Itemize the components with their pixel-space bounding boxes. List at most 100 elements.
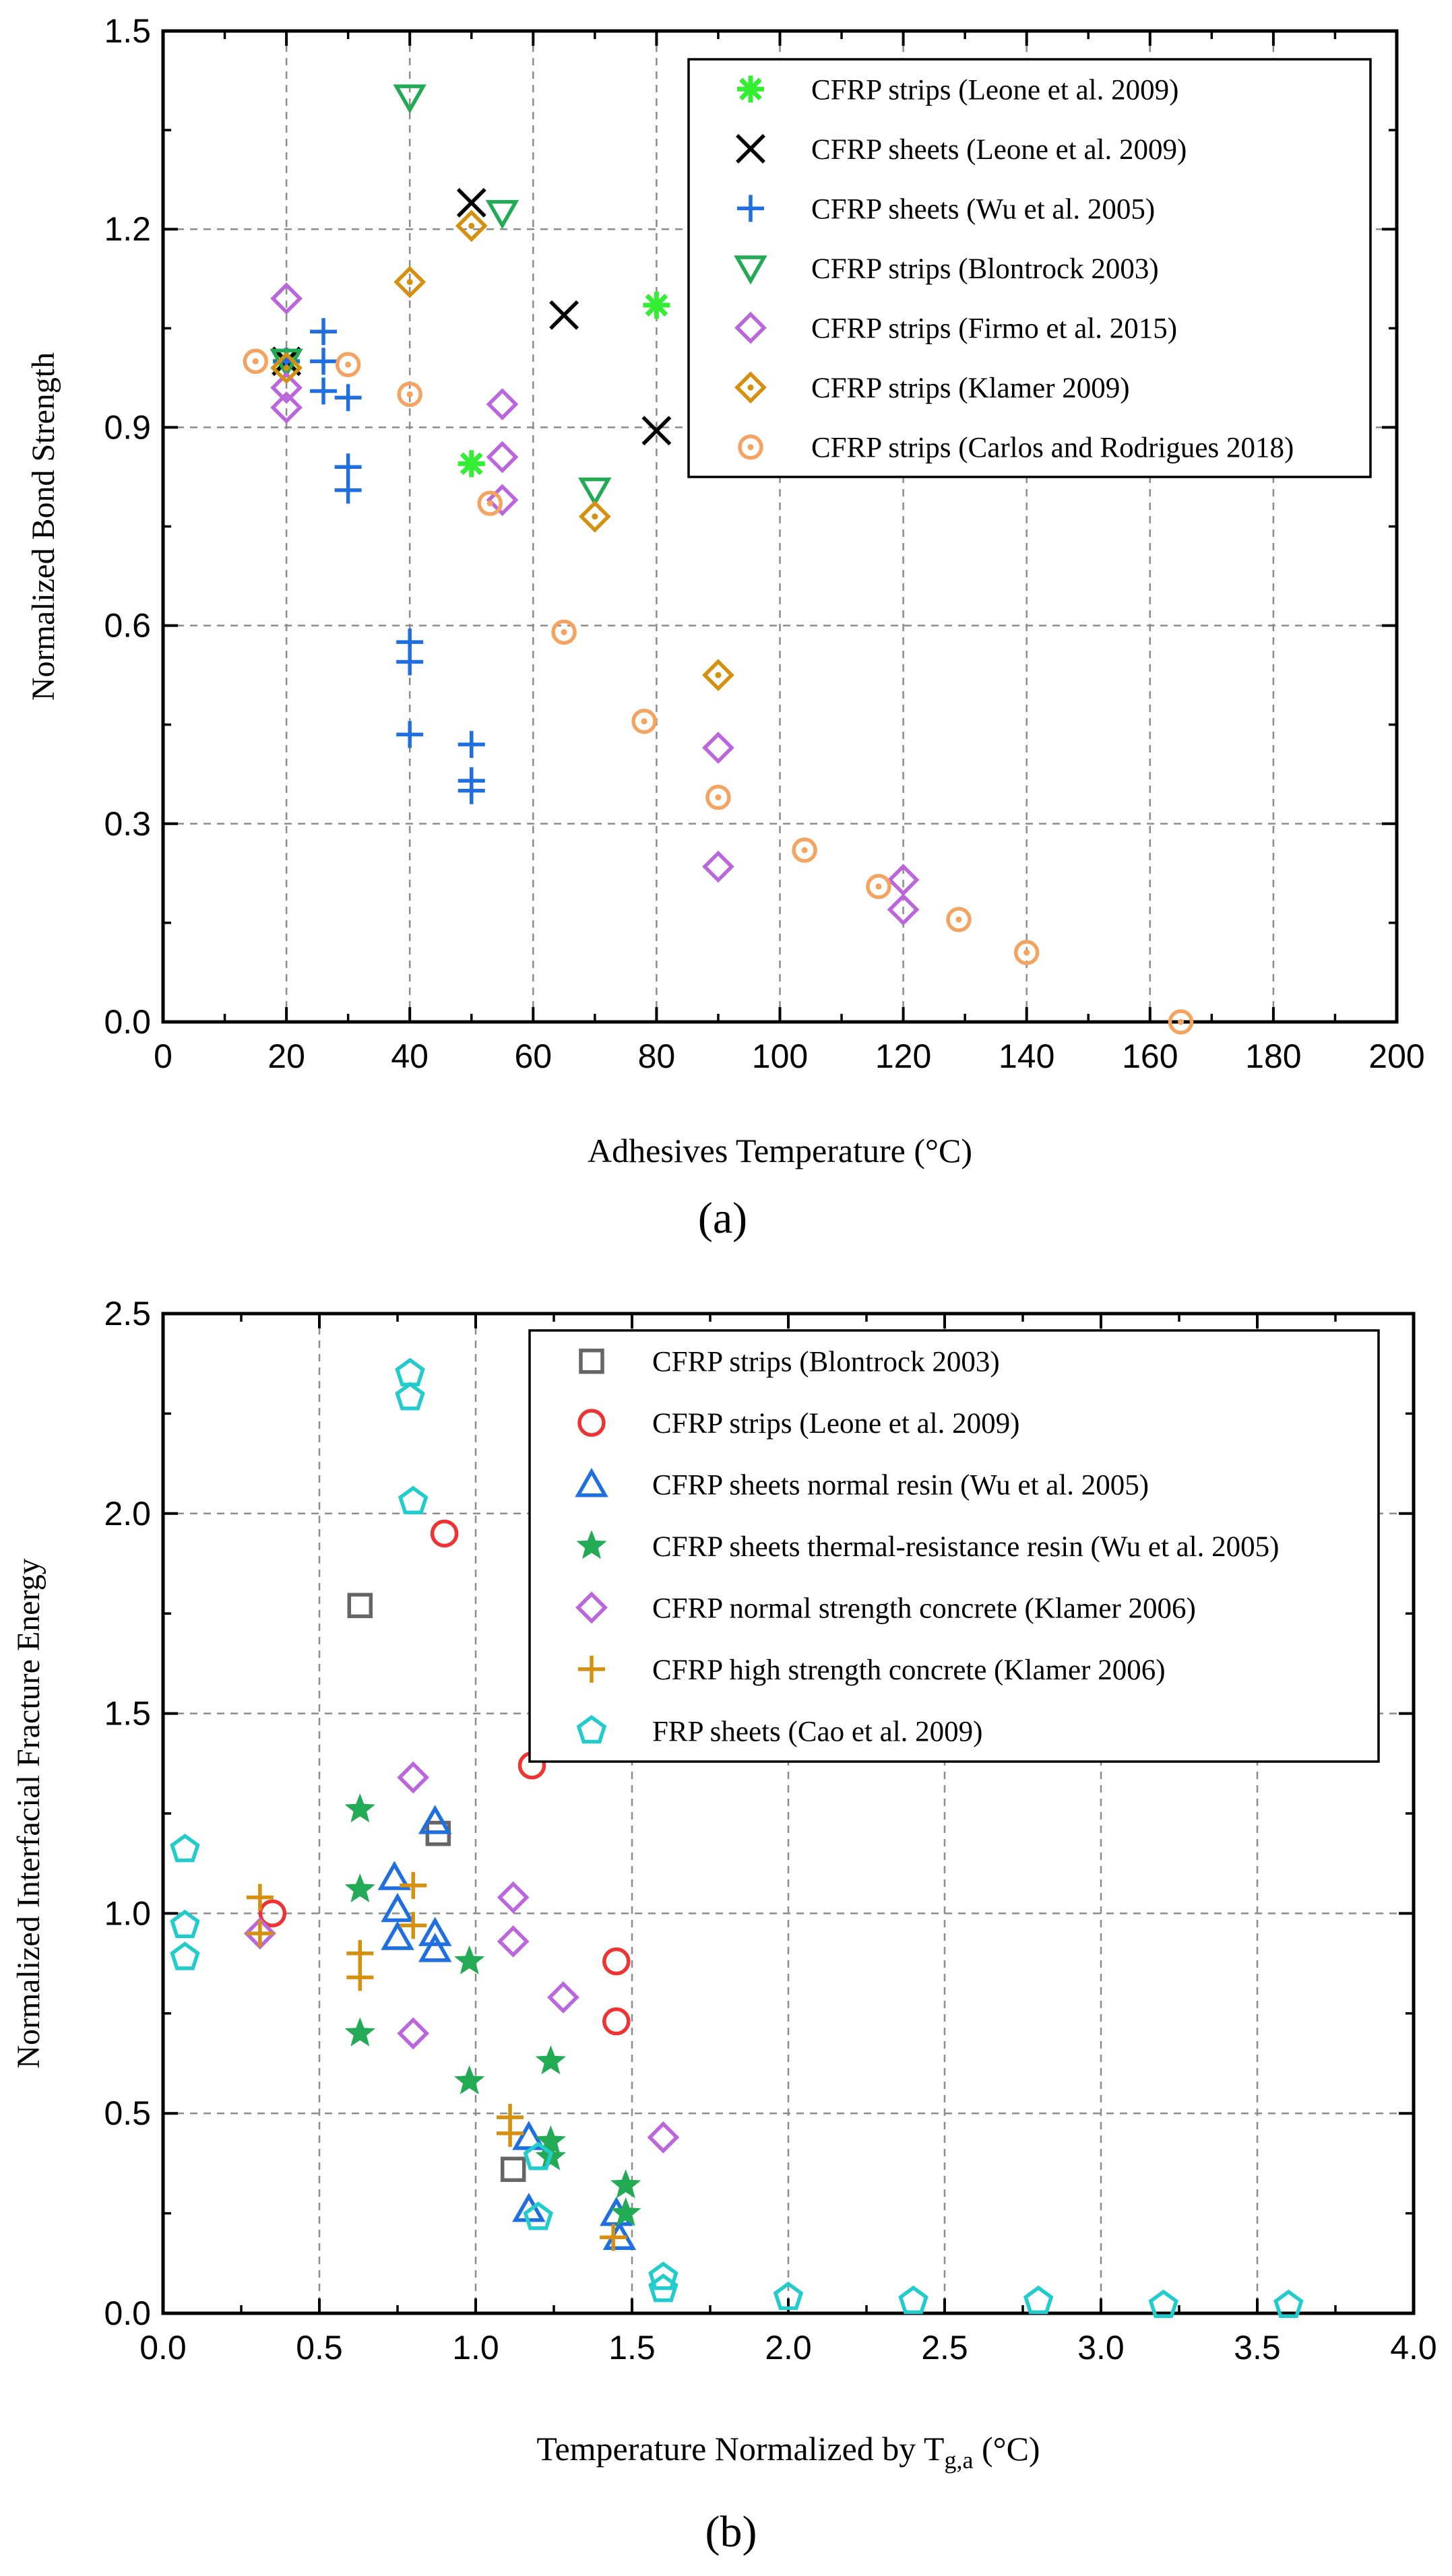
legend-entry: CFRP strips (Leone et al. 2009)	[652, 1408, 1019, 1440]
data-point	[705, 784, 731, 810]
legend-marker	[578, 1655, 605, 1683]
data-point	[393, 265, 427, 298]
data-point	[641, 416, 672, 446]
data-point	[602, 1947, 631, 1976]
legend-marker	[575, 1468, 608, 1498]
data-point	[512, 2193, 546, 2222]
data-point	[243, 348, 269, 375]
data-point	[946, 907, 972, 932]
data-point	[246, 1920, 274, 1947]
y-axis-label: Normalized Interfacial Fracture Energy	[11, 1558, 46, 2068]
y-tick-label: 1.2	[104, 210, 151, 248]
x-tick-label: 1.5	[608, 2329, 656, 2366]
data-point	[643, 291, 670, 319]
data-point	[344, 1793, 375, 1823]
data-point	[547, 1981, 579, 2014]
legend-entry: CFRP sheets (Leone et al. 2009)	[811, 134, 1187, 166]
y-tick-label: 0.0	[104, 2294, 151, 2332]
y-tick-label: 2.0	[104, 1495, 151, 1533]
x-tick-label: 200	[1368, 1037, 1424, 1075]
data-point	[486, 441, 519, 474]
data-point	[397, 1761, 430, 1794]
data-point	[523, 2201, 554, 2230]
legend-entry: CFRP strips (Carlos and Rodrigues 2018)	[811, 432, 1294, 464]
legend-marker	[734, 311, 767, 344]
panel-label: (a)	[698, 1194, 747, 1243]
series-3	[273, 318, 485, 804]
chart-panel-2: 0.0 0.5 1.0 1.5 2.0 2.5 3.0 3.5 4.0 0.0 0.5 1.0 1.5 2…	[11, 1295, 1437, 2556]
x-tick-label: 80	[638, 1037, 676, 1075]
legend-marker	[738, 434, 763, 460]
data-point	[792, 837, 817, 863]
data-point	[457, 777, 485, 804]
y-tick-label: 1.0	[104, 1894, 151, 1932]
data-point	[456, 188, 486, 218]
data-point	[486, 388, 519, 420]
x-tick-label: 1.0	[452, 2329, 499, 2366]
series-7	[243, 348, 1194, 1035]
legend-marker	[734, 371, 767, 404]
data-point	[535, 2045, 566, 2075]
data-point	[347, 1592, 373, 1619]
legend: CFRP strips (Blontrock 2003) CFRP strips …	[528, 1329, 1380, 1763]
data-point	[418, 1933, 452, 1962]
data-point	[170, 1834, 200, 1863]
legend-entry: CFRP strips (Blontrock 2003)	[811, 253, 1159, 285]
data-point	[551, 619, 577, 645]
data-point	[457, 450, 485, 478]
data-point	[396, 721, 424, 748]
data-point	[397, 381, 422, 408]
data-point	[457, 731, 485, 759]
data-point	[334, 476, 362, 504]
data-point	[400, 1871, 427, 1899]
data-point	[246, 1883, 274, 1911]
legend-entry: CFRP high strength concrete (Klamer 2006…	[652, 1654, 1166, 1686]
legend-entry: CFRP sheets normal resin (Wu et al. 2005…	[652, 1470, 1149, 1502]
data-point	[346, 1939, 374, 1967]
data-point	[578, 477, 612, 507]
x-tick-label: 60	[514, 1037, 552, 1075]
data-point	[400, 1912, 427, 1939]
series-4	[344, 1793, 641, 2226]
data-point	[258, 1899, 287, 1928]
x-tick-label: 160	[1122, 1037, 1178, 1075]
data-point	[455, 210, 488, 243]
series-7	[170, 1357, 1304, 2319]
data-point	[610, 2197, 641, 2226]
data-point	[648, 2261, 678, 2290]
x-axis-label: Temperature Normalized by Tg,a (°C)	[536, 2430, 1040, 2474]
legend-box	[687, 58, 1372, 478]
data-point	[334, 453, 362, 481]
data-point	[1168, 1009, 1194, 1035]
data-point	[270, 352, 303, 385]
x-tick-label: 3.5	[1234, 2329, 1281, 2366]
legend: CFRP strips (Leone et al. 2009) CFRP shee…	[687, 58, 1372, 478]
x-tick-label: 180	[1245, 1037, 1301, 1075]
y-tick-label: 1.5	[104, 12, 151, 50]
series-6	[246, 1871, 627, 2251]
data-point	[270, 391, 303, 424]
legend-entry: CFRP normal strength concrete (Klamer 20…	[652, 1592, 1196, 1624]
data-point	[1273, 2289, 1304, 2319]
data-point	[418, 1805, 452, 1834]
legend-marker	[577, 1409, 606, 1437]
panel-label: (b)	[705, 2507, 757, 2556]
legend-marker	[737, 75, 764, 103]
data-point	[512, 2121, 546, 2150]
x-tick-label: 3.0	[1077, 2329, 1125, 2366]
data-point	[454, 2065, 485, 2094]
legend-marker	[734, 255, 767, 285]
data-point	[418, 1917, 452, 1946]
data-point	[395, 1357, 425, 1386]
x-tick-label: 2.0	[765, 2329, 812, 2366]
data-point	[377, 1861, 412, 1890]
data-point	[549, 300, 579, 330]
data-point	[497, 2119, 524, 2147]
legend-entry: CFRP strips (Leone et al. 2009)	[811, 74, 1178, 106]
data-point	[898, 2285, 928, 2315]
data-point	[773, 2281, 804, 2311]
legend-entry: CFRP sheets (Wu et al. 2005)	[811, 193, 1155, 225]
data-point	[485, 199, 519, 230]
data-point	[866, 874, 891, 899]
